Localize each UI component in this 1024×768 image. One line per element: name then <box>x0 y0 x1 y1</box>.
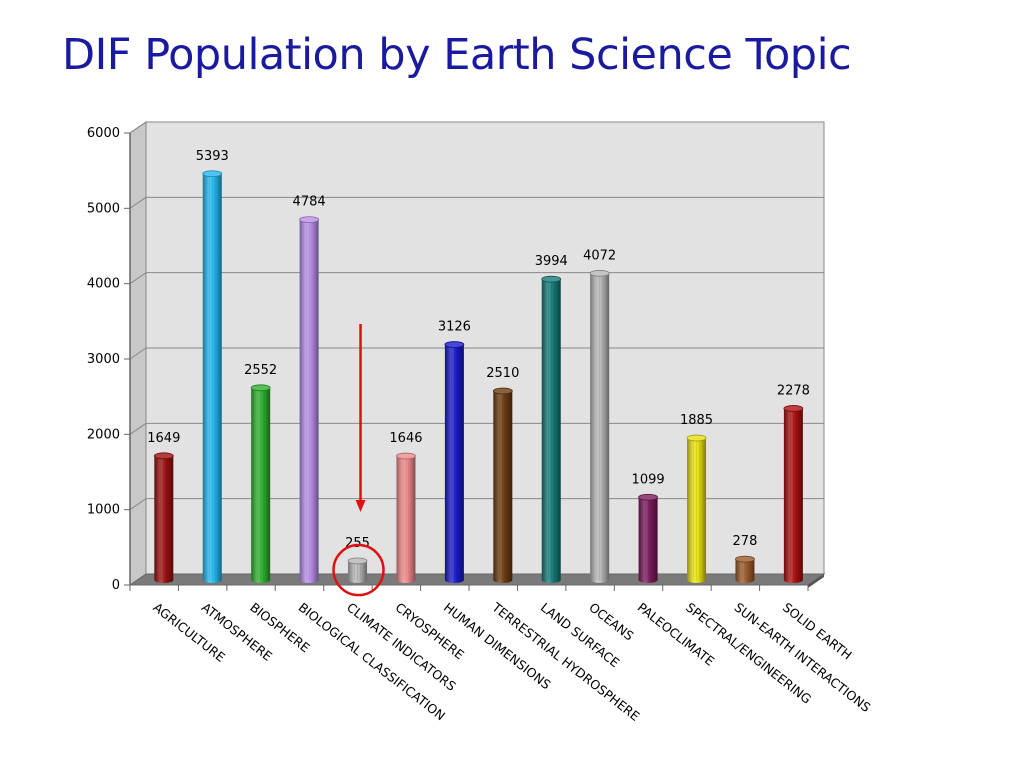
bar-biosphere <box>250 384 271 584</box>
bar-top <box>444 341 465 348</box>
bar-top <box>686 434 707 442</box>
bar-climate-indicators <box>347 557 368 584</box>
bar-top <box>202 170 223 178</box>
annotation-arrow-head <box>355 500 366 512</box>
data-label: 1646 <box>389 431 422 446</box>
bar-top <box>347 557 368 565</box>
bar-cryosphere <box>396 452 416 584</box>
chart-title: DIF Population by Earth Science Topic <box>62 30 852 80</box>
bar-top <box>396 452 416 460</box>
gridline-side <box>129 422 147 435</box>
data-label: 1099 <box>632 472 665 487</box>
data-label: 3126 <box>438 320 471 335</box>
y-tick-label: 1000 <box>87 503 120 518</box>
y-tick-label: 4000 <box>87 277 120 292</box>
data-label: 2552 <box>244 363 277 378</box>
data-label: 2510 <box>486 366 519 381</box>
bar-top <box>250 384 271 392</box>
bar-human-dimensions <box>444 341 465 584</box>
bar-top <box>589 269 610 277</box>
bar-agriculture <box>153 452 174 584</box>
data-label: 4784 <box>293 195 326 210</box>
gridline-side <box>129 196 147 209</box>
bar-paleoclimate <box>638 493 658 584</box>
gridline-side <box>129 498 147 511</box>
y-tick-label: 3000 <box>87 352 120 367</box>
bar-solid-earth <box>783 405 804 584</box>
bar-top <box>638 493 658 501</box>
bar-atmosphere <box>202 170 223 584</box>
bar-sun-earth-interactions <box>735 555 755 584</box>
bar-spectral-engineering <box>686 434 707 584</box>
bar-top <box>153 452 174 460</box>
highlight-circle <box>332 543 385 597</box>
y-tick-label: 5000 <box>87 201 120 216</box>
data-label: 1649 <box>147 431 180 446</box>
gridline-side <box>129 272 147 285</box>
bar-top <box>299 216 320 224</box>
bar-terrestrial-hydrosphere <box>492 387 513 584</box>
plot-floor <box>128 573 826 586</box>
data-label: 5393 <box>196 149 229 164</box>
data-label: 4072 <box>583 248 616 263</box>
y-tick-label: 0 <box>112 578 120 593</box>
bar-top <box>783 405 804 412</box>
y-tick-label: 2000 <box>87 427 120 442</box>
plot-floor-edge <box>808 574 824 588</box>
data-label: 278 <box>733 534 758 549</box>
bar-land-surface <box>541 275 562 584</box>
bar-top <box>492 387 513 395</box>
y-tick-label: 6000 <box>87 126 120 141</box>
gridline-side <box>129 121 147 134</box>
bar-oceans <box>589 269 610 584</box>
gridline-side <box>129 347 147 360</box>
bar-top <box>541 275 562 283</box>
data-label: 255 <box>345 536 370 551</box>
data-label: 3994 <box>535 254 568 269</box>
bar-top <box>735 555 755 563</box>
data-label: 1885 <box>680 413 713 428</box>
data-label: 2278 <box>777 383 810 398</box>
bar-biological-classification <box>299 216 320 584</box>
